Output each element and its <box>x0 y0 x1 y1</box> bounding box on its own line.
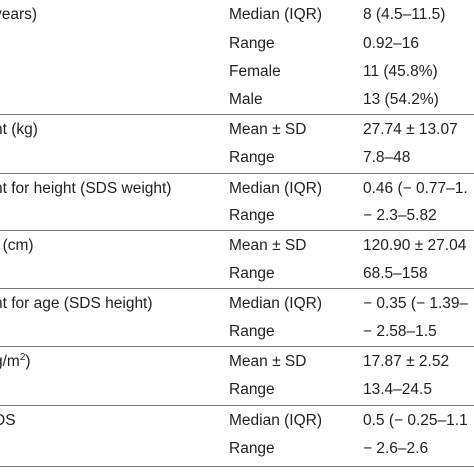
table-row: Range 68.5–158 <box>0 259 474 288</box>
value-cell: 68.5–158 <box>363 265 428 282</box>
table-row: t (cm) Mean ± SD 120.90 ± 27.04 <box>0 230 474 259</box>
statistic-cell: Mean ± SD <box>229 237 307 254</box>
value-cell: 0.46 (− 0.77–1. <box>363 180 468 197</box>
table-row: Male 13 (54.2%) <box>0 85 474 114</box>
table-row: nt for age (SDS height) Median (IQR) − 0… <box>0 288 474 317</box>
statistic-cell: Range <box>229 440 275 457</box>
value-cell: 13.4–24.5 <box>363 381 432 398</box>
statistic-cell: Male <box>229 91 263 108</box>
statistic-cell: Range <box>229 323 275 340</box>
statistic-cell: Mean ± SD <box>229 353 307 370</box>
variable-cell: g/m2) <box>0 347 31 376</box>
table-row: Female 11 (45.8%) <box>0 57 474 86</box>
statistic-cell: Median (IQR) <box>229 180 323 197</box>
variable-suffix: ) <box>25 353 31 370</box>
variable-text: g/m <box>0 353 20 370</box>
statistic-cell: Female <box>229 63 281 80</box>
value-cell: 11 (45.8%) <box>363 63 438 80</box>
statistic-cell: Mean ± SD <box>229 121 307 138</box>
statistic-cell: Range <box>229 149 275 166</box>
table-row: years) Median (IQR) 8 (4.5–11.5) <box>0 0 474 29</box>
table-row: Range − 2.58–1.5 <box>0 317 474 346</box>
statistic-cell: Range <box>229 265 275 282</box>
table-row: Range 13.4–24.5 <box>0 375 474 404</box>
variable-cell: DS <box>0 412 16 429</box>
statistic-cell: Range <box>229 381 275 398</box>
variable-cell: years) <box>0 6 38 23</box>
value-cell: 120.90 ± 27.04 <box>363 237 467 254</box>
table-row: Range − 2.3–5.82 <box>0 201 474 230</box>
variable-cell: t (cm) <box>0 237 34 254</box>
value-cell: − 2.6–2.6 <box>363 440 429 457</box>
variable-cell: nt for height (SDS weight) <box>0 180 172 197</box>
statistic-cell: Range <box>229 207 275 224</box>
table-row: nt for height (SDS weight) Median (IQR) … <box>0 173 474 202</box>
statistic-cell: Range <box>229 35 275 52</box>
value-cell: − 2.3–5.82 <box>363 207 437 224</box>
value-cell: 0.5 (− 0.25–1.1 <box>363 412 468 429</box>
table-bottom-rule <box>0 466 474 467</box>
statistic-cell: Median (IQR) <box>229 412 323 429</box>
table-row: Range 0.92–16 <box>0 29 474 58</box>
value-cell: − 0.35 (− 1.39– <box>363 295 469 312</box>
table-row: g/m2) Mean ± SD 17.87 ± 2.52 <box>0 346 474 375</box>
statistic-cell: Median (IQR) <box>229 295 323 312</box>
table-row: Range 7.8–48 <box>0 143 474 172</box>
statistic-cell: Median (IQR) <box>229 6 323 23</box>
table-row: nt (kg) Mean ± SD 27.74 ± 13.07 <box>0 114 474 143</box>
value-cell: 13 (54.2%) <box>363 91 439 108</box>
value-cell: 7.8–48 <box>363 149 411 166</box>
value-cell: 27.74 ± 13.07 <box>363 121 458 138</box>
superscript: 2 <box>19 352 26 363</box>
table-row: Range − 2.6–2.6 <box>0 434 474 463</box>
value-cell: 8 (4.5–11.5) <box>363 6 446 23</box>
value-cell: 17.87 ± 2.52 <box>363 353 450 370</box>
variable-cell: nt (kg) <box>0 121 38 138</box>
value-cell: − 2.58–1.5 <box>363 323 437 340</box>
table-row: DS Median (IQR) 0.5 (− 0.25–1.1 <box>0 405 474 434</box>
variable-cell: nt for age (SDS height) <box>0 295 153 312</box>
value-cell: 0.92–16 <box>363 35 420 52</box>
